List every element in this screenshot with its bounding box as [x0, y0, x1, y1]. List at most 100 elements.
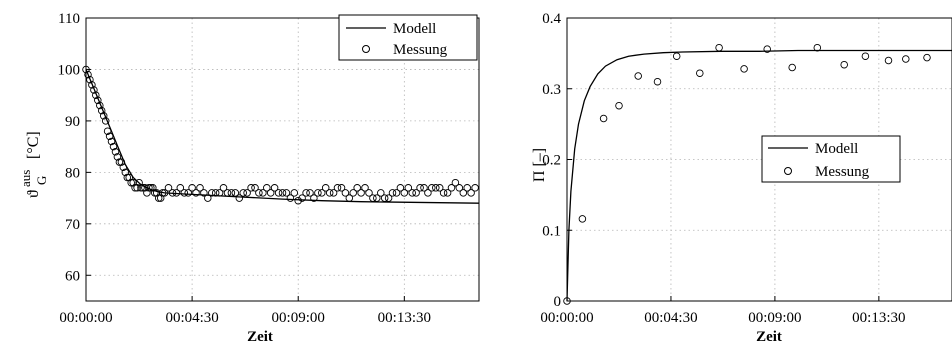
legend-label-messung: Messung [393, 42, 448, 58]
measurement-point [471, 184, 479, 192]
measurement-point [396, 184, 405, 192]
legend-label-modell: Modell [815, 141, 858, 157]
y-tick-label: 0.4 [542, 11, 561, 27]
measurement-point [373, 194, 381, 202]
legend-marker-swatch [784, 167, 792, 175]
measurement-point [96, 101, 104, 110]
measurement-point [763, 45, 771, 53]
legend-box [338, 14, 478, 61]
measurement-point [412, 189, 420, 197]
measurement-point [101, 117, 110, 125]
x-tick-label: 00:09:00 [748, 310, 801, 326]
legend: Modell Messung [338, 14, 478, 61]
measurement-point [168, 189, 177, 197]
measurement-point [200, 189, 208, 197]
legend-box [761, 135, 901, 183]
measurement-point [467, 189, 475, 197]
model-line [85, 69, 480, 204]
x-tick-label: 00:04:30 [165, 310, 218, 326]
measurement-point [274, 189, 283, 197]
y-label-symbol: ϑ [25, 190, 42, 198]
measurement-point [105, 132, 114, 141]
measurement-point [156, 194, 165, 202]
measurement-point [302, 189, 310, 197]
measurement-point [447, 184, 456, 192]
measurement-point [164, 184, 173, 192]
measurement-point [306, 189, 314, 197]
x-tick-label: 00:13:30 [378, 310, 431, 326]
measurement-point [239, 189, 247, 197]
measurement-point [314, 189, 322, 197]
x-tick-label: 00:04:30 [644, 310, 697, 326]
measurement-point [298, 194, 306, 202]
measurement-point [578, 215, 587, 223]
x-tick-labels: 00:00:00 00:04:30 00:09:00 00:13:30 [59, 310, 431, 326]
model-series [85, 69, 480, 204]
legend-label-modell: Modell [393, 21, 436, 37]
y-label-subscript: G [34, 176, 49, 185]
measurement-point [172, 189, 181, 197]
measurement-point [384, 194, 393, 202]
chart-right-pi: 00.10.20.30.4 00:00:00 00:04:30 00:09:00 00… [531, 11, 952, 345]
measurement-point [184, 189, 192, 197]
measurement-point [111, 148, 120, 156]
measurement-point [149, 184, 157, 192]
measurement-point [97, 106, 106, 115]
y-tick-labels: 0 0.1 0.2 0.3 0.4 [542, 11, 561, 310]
measurement-point [353, 184, 361, 192]
measurement-point [278, 189, 287, 197]
measurement-point [282, 189, 291, 197]
measurement-point [113, 153, 122, 161]
x-tick-label: 00:09:00 [272, 310, 325, 326]
measurement-point [160, 189, 169, 197]
measurement-point [139, 184, 147, 192]
measurement-point [432, 184, 440, 192]
measurement-point [103, 127, 112, 135]
measurement-point [223, 189, 232, 197]
x-tick-label: 00:13:30 [852, 310, 905, 326]
measurement-point [310, 194, 318, 202]
measurement-point [129, 178, 137, 187]
x-axis-label: Zeit [247, 329, 273, 345]
measurement-point [152, 189, 161, 197]
measurement-point [84, 70, 92, 79]
measurement-point [137, 184, 145, 192]
measurement-point [227, 189, 236, 197]
measurement-point [380, 194, 389, 202]
measurement-point [176, 184, 185, 192]
measurement-point [861, 52, 870, 60]
measurement-point [321, 184, 330, 192]
measurement-point [92, 91, 100, 99]
y-tick-label: 110 [58, 11, 80, 27]
measurement-point [451, 178, 460, 187]
measurement-point [653, 77, 662, 86]
measurement-point [243, 189, 251, 197]
y-tick-labels: 60 70 80 90 100 110 [58, 11, 81, 284]
measurement-point [439, 189, 448, 197]
measurement-point [204, 194, 212, 202]
y-label-unit: [°C] [25, 131, 42, 159]
x-tick-labels: 00:00:00 00:04:30 00:09:00 00:13:30 [540, 310, 905, 326]
measurement-point [125, 173, 133, 182]
measurement-point [884, 56, 893, 65]
legend-label-messung: Messung [815, 164, 870, 180]
measurement-point [151, 189, 159, 197]
measurement-point [259, 189, 267, 197]
measurement-point [215, 189, 224, 197]
model-line [566, 49, 952, 302]
legend: Modell Messung [761, 135, 901, 183]
x-tick-label: 00:00:00 [59, 310, 112, 326]
y-axis-label: ϑ G aus [°C] [18, 131, 49, 198]
y-tick-label: 0.3 [542, 82, 561, 98]
measurement-point [99, 112, 108, 120]
measurement-point [188, 184, 196, 192]
measurement-point [286, 194, 295, 202]
measurement-point [131, 184, 139, 192]
measurement-point [180, 189, 189, 197]
measurement-point [121, 168, 130, 177]
measurement-point [94, 96, 102, 105]
measurement-point [696, 69, 704, 77]
measurement-point [443, 189, 452, 197]
measurement-point [247, 184, 255, 192]
measurement-point [463, 184, 471, 192]
